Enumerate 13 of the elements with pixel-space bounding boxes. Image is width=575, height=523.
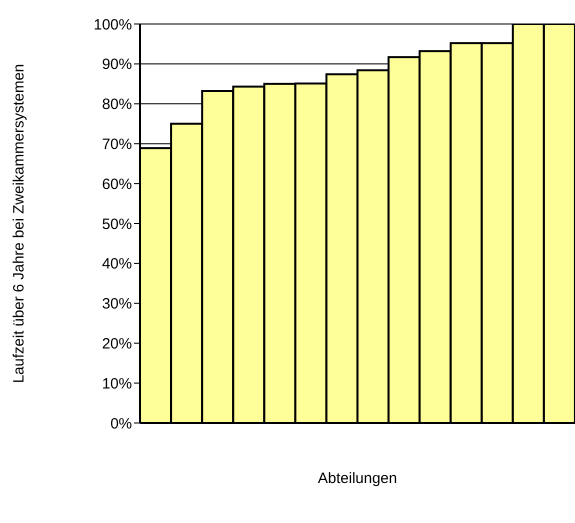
y-tick-label: 40%	[102, 256, 132, 273]
y-tick-label: 80%	[102, 96, 132, 114]
y-tick-label: 10%	[102, 375, 132, 392]
y-tick-label: 100%	[94, 16, 132, 34]
y-axis-title: Laufzeit über 6 Jahre bei Zweikammersystemen	[10, 64, 28, 384]
y-tick-label: 50%	[102, 216, 132, 233]
y-tick-label: 0%	[110, 415, 132, 432]
x-axis-title: Abteilungen	[318, 470, 398, 487]
y-tick-label: 20%	[102, 336, 132, 353]
y-tick-label: 60%	[102, 176, 132, 193]
y-tick-label: 70%	[102, 136, 132, 154]
y-tick-label: 30%	[102, 296, 132, 313]
y-tick-label: 90%	[102, 56, 132, 74]
